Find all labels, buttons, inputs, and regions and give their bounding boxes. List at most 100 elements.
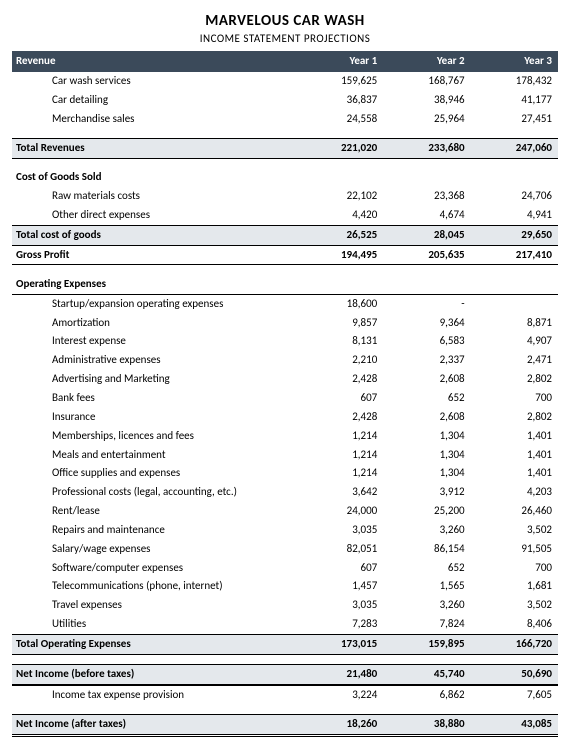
row-label: Merchandise sales <box>12 110 296 129</box>
row-value: 1,304 <box>383 464 470 483</box>
row-value: 652 <box>383 559 470 578</box>
row-label: Car wash services <box>12 72 296 91</box>
row-value: 28,045 <box>383 225 470 245</box>
spacer <box>12 654 558 664</box>
row-value: 4,203 <box>471 483 558 502</box>
row-label: Total Operating Expenses <box>12 634 296 654</box>
row-value: 7,283 <box>296 615 383 634</box>
row-value: 3,035 <box>296 521 383 540</box>
row-value: 3,260 <box>383 596 470 615</box>
row-value: 2,608 <box>383 370 470 389</box>
row-value: 23,368 <box>383 187 470 206</box>
row-value: 652 <box>383 389 470 408</box>
row-value: 1,214 <box>296 427 383 446</box>
row-value: 21,480 <box>296 664 383 684</box>
row-label: Net Income (after taxes) <box>12 715 296 736</box>
row-label: Bank fees <box>12 389 296 408</box>
company-title: MARVELOUS CAR WASH <box>12 12 558 30</box>
row-value: 8,871 <box>471 314 558 333</box>
row-label: Office supplies and expenses <box>12 464 296 483</box>
row-value: 1,304 <box>383 446 470 465</box>
row-label: Professional costs (legal, accounting, e… <box>12 483 296 502</box>
row-value: 1,401 <box>471 464 558 483</box>
spacer <box>12 158 558 168</box>
row-value: 2,608 <box>383 408 470 427</box>
row-value: 247,060 <box>471 138 558 158</box>
row-value: 26,460 <box>471 502 558 521</box>
col-header-y1: Year 1 <box>296 51 383 72</box>
row-value: 2,802 <box>471 370 558 389</box>
row-value: 24,706 <box>471 187 558 206</box>
row-value: 24,000 <box>296 502 383 521</box>
row-value: 6,862 <box>383 685 470 705</box>
row-value: 233,680 <box>383 138 470 158</box>
 <box>383 168 470 187</box>
row-value: 3,224 <box>296 685 383 705</box>
row-label: Travel expenses <box>12 596 296 615</box>
row-value: 2,802 <box>471 408 558 427</box>
row-value: 24,558 <box>296 110 383 129</box>
spacer <box>12 705 558 715</box>
row-label: Insurance <box>12 408 296 427</box>
row-label: Total cost of goods <box>12 225 296 245</box>
row-value: 38,880 <box>383 715 470 736</box>
row-value: 45,740 <box>383 664 470 684</box>
row-value: 26,525 <box>296 225 383 245</box>
row-value: 1,214 <box>296 464 383 483</box>
row-value: 27,451 <box>471 110 558 129</box>
row-label: Startup/expansion operating expenses <box>12 294 296 313</box>
row-value: 18,600 <box>296 294 383 313</box>
row-value: 3,642 <box>296 483 383 502</box>
row-value: 18,260 <box>296 715 383 736</box>
row-label: Utilities <box>12 615 296 634</box>
row-label: Amortization <box>12 314 296 333</box>
row-value: 2,428 <box>296 408 383 427</box>
row-value: 25,200 <box>383 502 470 521</box>
row-value: 86,154 <box>383 540 470 559</box>
row-value: 82,051 <box>296 540 383 559</box>
row-value: 194,495 <box>296 245 383 265</box>
row-value: 9,857 <box>296 314 383 333</box>
row-value: 3,502 <box>471 596 558 615</box>
row-value: 1,401 <box>471 427 558 446</box>
row-value: 50,690 <box>471 664 558 684</box>
row-value: 3,260 <box>383 521 470 540</box>
row-value: 1,681 <box>471 577 558 596</box>
row-value: 159,895 <box>383 634 470 654</box>
row-value: 1,401 <box>471 446 558 465</box>
row-value: 4,907 <box>471 332 558 351</box>
row-value: 4,420 <box>296 206 383 225</box>
row-value: 607 <box>296 559 383 578</box>
row-value: 178,432 <box>471 72 558 91</box>
row-label: Rent/lease <box>12 502 296 521</box>
 <box>296 275 383 294</box>
 <box>471 168 558 187</box>
row-value: 8,406 <box>471 615 558 634</box>
row-value: 159,625 <box>296 72 383 91</box>
row-value: 3,502 <box>471 521 558 540</box>
report-subtitle: INCOME STATEMENT PROJECTIONS <box>12 32 558 45</box>
row-value: 2,471 <box>471 351 558 370</box>
row-value: 221,020 <box>296 138 383 158</box>
col-header-y3: Year 3 <box>471 51 558 72</box>
 <box>383 275 470 294</box>
row-value: 1,565 <box>383 577 470 596</box>
row-value: 607 <box>296 389 383 408</box>
row-label: Other direct expenses <box>12 206 296 225</box>
row-value: 1,304 <box>383 427 470 446</box>
row-value: 29,650 <box>471 225 558 245</box>
row-value: 25,964 <box>383 110 470 129</box>
section-heading: Operating Expenses <box>12 275 296 294</box>
 <box>296 168 383 187</box>
row-value: 217,410 <box>471 245 558 265</box>
row-value: 4,941 <box>471 206 558 225</box>
spacer <box>12 128 558 138</box>
row-value: 2,210 <box>296 351 383 370</box>
row-value: 7,824 <box>383 615 470 634</box>
col-header-y2: Year 2 <box>383 51 470 72</box>
row-label: Net Income (before taxes) <box>12 664 296 684</box>
row-value: 41,177 <box>471 91 558 110</box>
row-label: Total Revenues <box>12 138 296 158</box>
row-value: 3,912 <box>383 483 470 502</box>
row-value: 8,131 <box>296 332 383 351</box>
